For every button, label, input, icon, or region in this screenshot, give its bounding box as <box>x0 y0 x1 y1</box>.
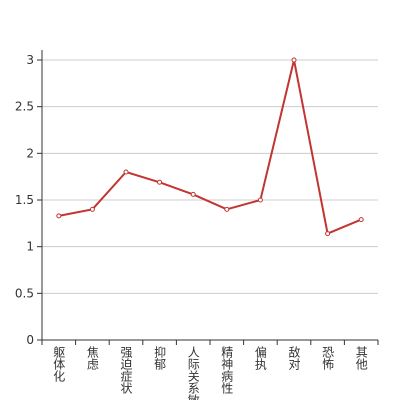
x-tick-label: 精神病性 <box>220 346 234 395</box>
x-tick-label: 抑郁 <box>153 345 167 371</box>
x-tick-label: 强迫症状 <box>119 346 133 394</box>
point <box>325 231 331 237</box>
point <box>291 57 297 63</box>
point <box>358 217 364 223</box>
line <box>58 59 362 235</box>
point <box>123 169 129 175</box>
point <box>56 213 62 219</box>
y-tick-label: 3 <box>26 53 34 67</box>
y-tick-label: 1 <box>26 240 34 254</box>
x-tick-label: 恐怖 <box>321 346 335 370</box>
y-tick-label: 2 <box>26 146 34 160</box>
x-tick-label: 其他 <box>354 346 368 370</box>
y-tick-label: 2.5 <box>15 100 34 114</box>
x-tick-label: 偏执 <box>253 345 267 371</box>
point <box>89 206 95 212</box>
point <box>190 191 196 197</box>
x-tick-label: 人际关系敏感 <box>186 346 200 400</box>
point <box>157 179 163 185</box>
x-tick-label: 敌对 <box>287 345 301 370</box>
y-tick-label: 0 <box>26 333 34 347</box>
x-tick-label: 焦虑 <box>85 346 99 370</box>
point <box>224 206 230 212</box>
y-tick-label: 1.5 <box>15 193 34 207</box>
point <box>257 197 263 203</box>
y-tick-label: 0.5 <box>15 286 34 300</box>
x-tick-label: 躯体化 <box>52 345 66 383</box>
